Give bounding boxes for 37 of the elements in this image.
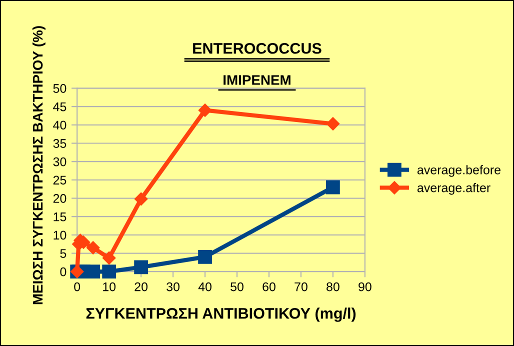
y-tick-label: 35 <box>53 139 66 148</box>
x-tick-label: 10 <box>103 282 116 292</box>
y-tick-label: 30 <box>53 157 66 166</box>
y-tick-label: 15 <box>54 212 66 222</box>
point <box>134 192 148 206</box>
legend-label: average.after <box>417 183 490 195</box>
point <box>198 250 212 264</box>
y-axis-title: ΜΕΙΩΣΗ ΣΥΓΚΕΝΤΡΩΣΗΣ ΒΑΚΤΗΡΙΟΥ (%) <box>32 26 46 304</box>
point <box>134 260 148 274</box>
y-tick-label: 0 <box>60 267 66 276</box>
y-tick-label: 45 <box>53 102 66 112</box>
x-tick-label: 30 <box>166 282 180 292</box>
y-tick-label: 5 <box>60 249 66 258</box>
chart-subtitle: IMIPENEM <box>224 75 290 85</box>
chart-title: ENTEROCOCCUS <box>193 42 322 54</box>
point <box>86 241 100 254</box>
x-tick-label: 60 <box>262 282 276 292</box>
x-axis-title: ΣΥΓΚΕΝΤΡΩΣΗ ΑΝΤΙΒΙΟΤΙΚΟΥ (mg/l) <box>86 308 356 322</box>
point <box>198 104 212 117</box>
x-tick-label: 90 <box>358 282 372 292</box>
x-tick-label: 50 <box>230 282 244 292</box>
point <box>102 264 116 279</box>
y-tick-label: 25 <box>53 176 66 185</box>
x-tick-label: 80 <box>326 282 340 292</box>
x-tick-label: 0 <box>74 282 80 292</box>
point <box>102 251 116 265</box>
y-tick-label: 50 <box>53 84 66 93</box>
x-tick-label: 40 <box>198 282 212 292</box>
x-tick-label: 70 <box>294 282 308 292</box>
point <box>326 117 340 130</box>
point <box>326 180 340 194</box>
y-tick-label: 40 <box>53 120 66 130</box>
x-tick-label: 20 <box>134 282 148 292</box>
legend-label: average.before <box>417 165 500 177</box>
y-tick-label: 10 <box>54 230 66 240</box>
point <box>86 264 100 279</box>
y-tick-label: 20 <box>53 194 66 203</box>
